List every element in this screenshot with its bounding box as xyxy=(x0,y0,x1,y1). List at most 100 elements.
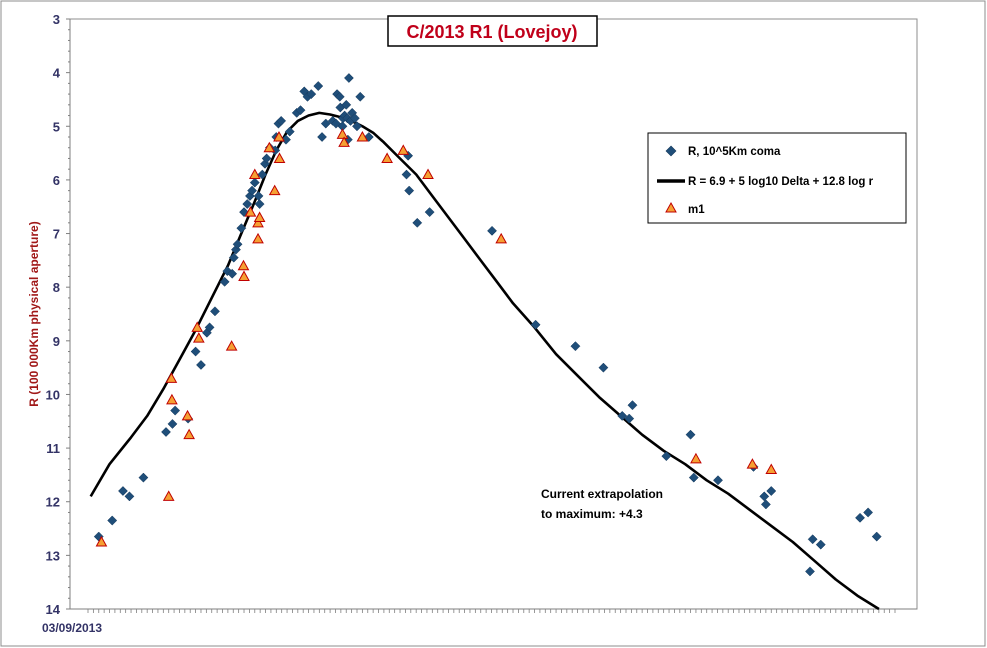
coma-point xyxy=(138,472,149,483)
coma-point xyxy=(617,410,628,421)
coma-point xyxy=(334,91,345,102)
m1-point xyxy=(273,152,286,163)
coma-point xyxy=(118,486,128,496)
legend: R, 10^5Km coma R = 6.9 + 5 log10 Delta +… xyxy=(647,132,907,224)
coma-point xyxy=(196,360,206,370)
coma-point xyxy=(249,177,260,188)
coma-point xyxy=(688,472,699,483)
m1-point xyxy=(746,458,759,469)
m1-point xyxy=(95,535,108,547)
coma-point xyxy=(261,153,272,164)
coma-point xyxy=(204,322,215,333)
coma-point xyxy=(295,105,306,116)
y-tick-label: 3 xyxy=(53,12,60,27)
m1-point xyxy=(252,232,264,244)
coma-point xyxy=(167,419,178,429)
m1-point xyxy=(192,332,205,343)
coma-point xyxy=(306,89,317,100)
m1-point xyxy=(336,128,349,139)
m1-point xyxy=(183,428,195,440)
coma-point xyxy=(766,486,777,496)
legend-box xyxy=(647,132,907,224)
m1-point xyxy=(422,168,434,180)
coma-point xyxy=(871,531,882,542)
m1-point xyxy=(338,136,350,147)
coma-point xyxy=(713,475,723,486)
coma-point xyxy=(236,223,247,234)
coma-point xyxy=(685,429,696,440)
chart-title-box: C/2013 R1 (Lovejoy) xyxy=(387,15,598,47)
y-tick-label: 6 xyxy=(53,173,60,188)
coma-point xyxy=(759,491,770,502)
annotation-line-2: to maximum: +4.3 xyxy=(541,507,643,521)
y-tick-label: 11 xyxy=(46,441,60,456)
m1-point xyxy=(166,393,178,405)
m1-point xyxy=(248,168,261,180)
coma-point xyxy=(355,91,366,102)
legend-triangle-marker xyxy=(665,201,677,213)
m1-point xyxy=(356,130,369,142)
m1-point xyxy=(268,184,281,196)
coma-point xyxy=(760,499,771,510)
m1-point xyxy=(244,206,257,217)
y-axis-ticks: 3 4 5 6 7 8 9 10 11 12 13 14 xyxy=(46,12,70,617)
coma-point xyxy=(227,268,238,279)
coma-point xyxy=(331,118,341,129)
coma-point xyxy=(161,427,171,437)
coma-point xyxy=(190,346,201,357)
legend-diamond-marker xyxy=(665,145,677,157)
coma-point xyxy=(807,534,818,545)
m1-point xyxy=(237,259,250,271)
plot-area xyxy=(69,18,918,610)
coma-point xyxy=(230,244,241,255)
coma-point xyxy=(260,158,270,169)
m1-point xyxy=(263,141,276,153)
m1-point xyxy=(165,372,178,383)
m1-point xyxy=(181,409,194,421)
coma-point xyxy=(239,207,249,218)
y-axis-title: R (100 000Km physical aperture) xyxy=(27,221,41,406)
m1-point xyxy=(273,130,285,142)
m1-point xyxy=(765,463,778,475)
y-tick-label: 4 xyxy=(53,66,61,81)
m1-point xyxy=(397,144,410,155)
coma-point xyxy=(228,252,239,263)
coma-point xyxy=(222,266,233,277)
m1-point xyxy=(381,152,393,163)
coma-point xyxy=(487,225,497,236)
coma-point xyxy=(855,512,865,523)
y-tick-label: 13 xyxy=(46,548,60,563)
x-axis-date-label: 03/09/2013 xyxy=(42,621,102,635)
m1-point xyxy=(690,452,702,464)
m1-point xyxy=(495,232,508,244)
m1-point xyxy=(253,211,266,222)
legend-label-m1: m1 xyxy=(688,204,705,216)
coma-point xyxy=(210,306,220,317)
y-tick-label: 9 xyxy=(53,334,60,349)
coma-point xyxy=(661,451,672,462)
coma-point xyxy=(341,99,352,110)
coma-point xyxy=(863,507,874,518)
y-tick-label: 12 xyxy=(46,495,60,510)
coma-point xyxy=(412,217,423,228)
coma-point xyxy=(343,73,354,83)
coma-point xyxy=(530,319,541,330)
coma-point xyxy=(627,400,638,411)
m1-point xyxy=(191,321,204,332)
coma-point xyxy=(276,115,287,126)
y-tick-label: 5 xyxy=(53,119,60,134)
legend-label-coma: R, 10^5Km coma xyxy=(688,146,781,158)
coma-point xyxy=(124,491,135,502)
coma-point xyxy=(401,169,412,180)
coma-point xyxy=(313,81,324,91)
coma-point xyxy=(254,199,265,209)
y-tick-label: 14 xyxy=(46,602,61,617)
annotation-line-1: Current extrapolation xyxy=(541,487,663,501)
coma-point xyxy=(598,362,609,373)
coma-point xyxy=(424,207,435,218)
coma-point xyxy=(320,118,331,129)
coma-point xyxy=(219,276,230,287)
coma-point xyxy=(815,539,826,550)
y-tick-label: 7 xyxy=(53,227,60,242)
